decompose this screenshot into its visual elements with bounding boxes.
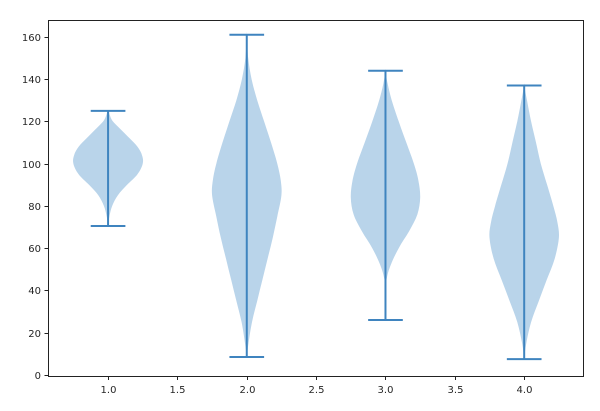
x-tick-label: 3.0 [378, 385, 394, 396]
y-tick-label: 120 [22, 117, 41, 128]
y-tick-label: 0 [35, 371, 41, 382]
y-tick-label: 140 [22, 75, 41, 86]
violin-3 [350, 69, 421, 322]
y-tick-label: 160 [22, 33, 41, 44]
axes-frame [48, 20, 584, 377]
x-tick-label: 2.5 [309, 385, 325, 396]
x-tick-label: 1.5 [170, 385, 186, 396]
y-axis: 0 20 40 60 80 100 120 140 160 [22, 33, 49, 382]
x-tick-label: 3.5 [448, 385, 464, 396]
y-tick-label: 80 [28, 202, 41, 213]
x-tick-label: 2.0 [240, 385, 256, 396]
y-tick-label: 40 [28, 286, 41, 297]
violin-4 [489, 83, 559, 361]
y-tick-label: 60 [28, 244, 41, 255]
violin-1 [73, 109, 144, 227]
x-axis: 1.0 1.5 2.0 2.5 3.0 3.5 4.0 [101, 376, 533, 396]
violin-2 [211, 31, 282, 358]
violin-series-group [73, 31, 559, 361]
y-tick-label: 100 [22, 160, 41, 171]
y-tick-label: 20 [28, 329, 41, 340]
x-tick-label: 1.0 [101, 385, 117, 396]
x-tick-label: 4.0 [517, 385, 533, 396]
